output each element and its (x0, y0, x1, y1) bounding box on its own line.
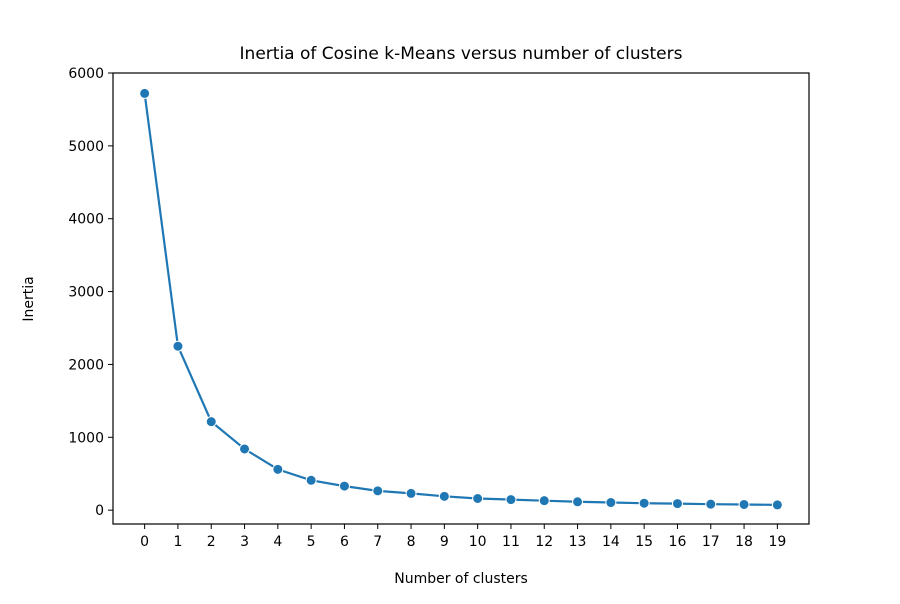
inertia-series-line (143, 93, 778, 507)
data-point (139, 87, 151, 99)
x-tick-label: 1 (173, 534, 182, 550)
data-point (472, 492, 484, 504)
y-tick-label: 2000 (68, 357, 104, 373)
x-tick-label: 4 (273, 534, 282, 550)
x-tick-label: 2 (207, 534, 216, 550)
data-point (405, 487, 417, 499)
x-tick-label: 19 (768, 534, 786, 550)
x-tick-label: 11 (502, 534, 520, 550)
x-tick-label: 9 (440, 534, 449, 550)
y-tick-label: 6000 (68, 66, 104, 82)
x-tick-label: 5 (307, 534, 316, 550)
data-point (505, 494, 517, 506)
x-tick-label: 17 (702, 534, 720, 550)
data-point (438, 490, 450, 502)
y-tick-label: 0 (95, 503, 104, 519)
x-axis-label: Number of clusters (394, 571, 528, 587)
x-tick-label: 14 (602, 534, 620, 550)
chart-title: Inertia of Cosine k-Means versus number … (240, 44, 683, 64)
x-tick-label: 13 (569, 534, 587, 550)
data-point (705, 498, 717, 510)
data-point (172, 340, 184, 352)
y-tick-label: 4000 (68, 212, 104, 228)
data-point (738, 498, 750, 510)
x-tick-label: 18 (735, 534, 753, 550)
x-tick-label: 6 (340, 534, 349, 550)
x-tick-label: 12 (535, 534, 553, 550)
data-point (671, 498, 683, 510)
x-tick-label: 3 (240, 534, 249, 550)
y-tick-label: 5000 (68, 139, 104, 155)
data-point (638, 497, 650, 509)
x-tick-label: 16 (669, 534, 687, 550)
data-point (305, 474, 317, 486)
y-tick-label: 3000 (68, 285, 104, 301)
data-point (372, 485, 384, 497)
data-point (771, 499, 783, 511)
x-tick-label: 7 (373, 534, 382, 550)
data-point (605, 497, 617, 509)
x-tick-label: 0 (140, 534, 149, 550)
plot-area: 0 1 2 3 4 5 6 7 8 9 10 11 12 13 14 15 16 17 18 190100020003… (68, 66, 810, 550)
y-axis-label: Inertia (21, 276, 37, 321)
data-point (272, 463, 284, 475)
axes-frame (112, 72, 810, 525)
x-tick-label: 8 (407, 534, 416, 550)
y-tick-label: 1000 (68, 430, 104, 446)
data-point (538, 495, 550, 507)
x-tick-label: 10 (469, 534, 487, 550)
x-tick-label: 15 (635, 534, 653, 550)
data-point (572, 496, 584, 508)
data-point (239, 443, 251, 455)
data-point (205, 416, 217, 428)
data-point (338, 480, 350, 492)
